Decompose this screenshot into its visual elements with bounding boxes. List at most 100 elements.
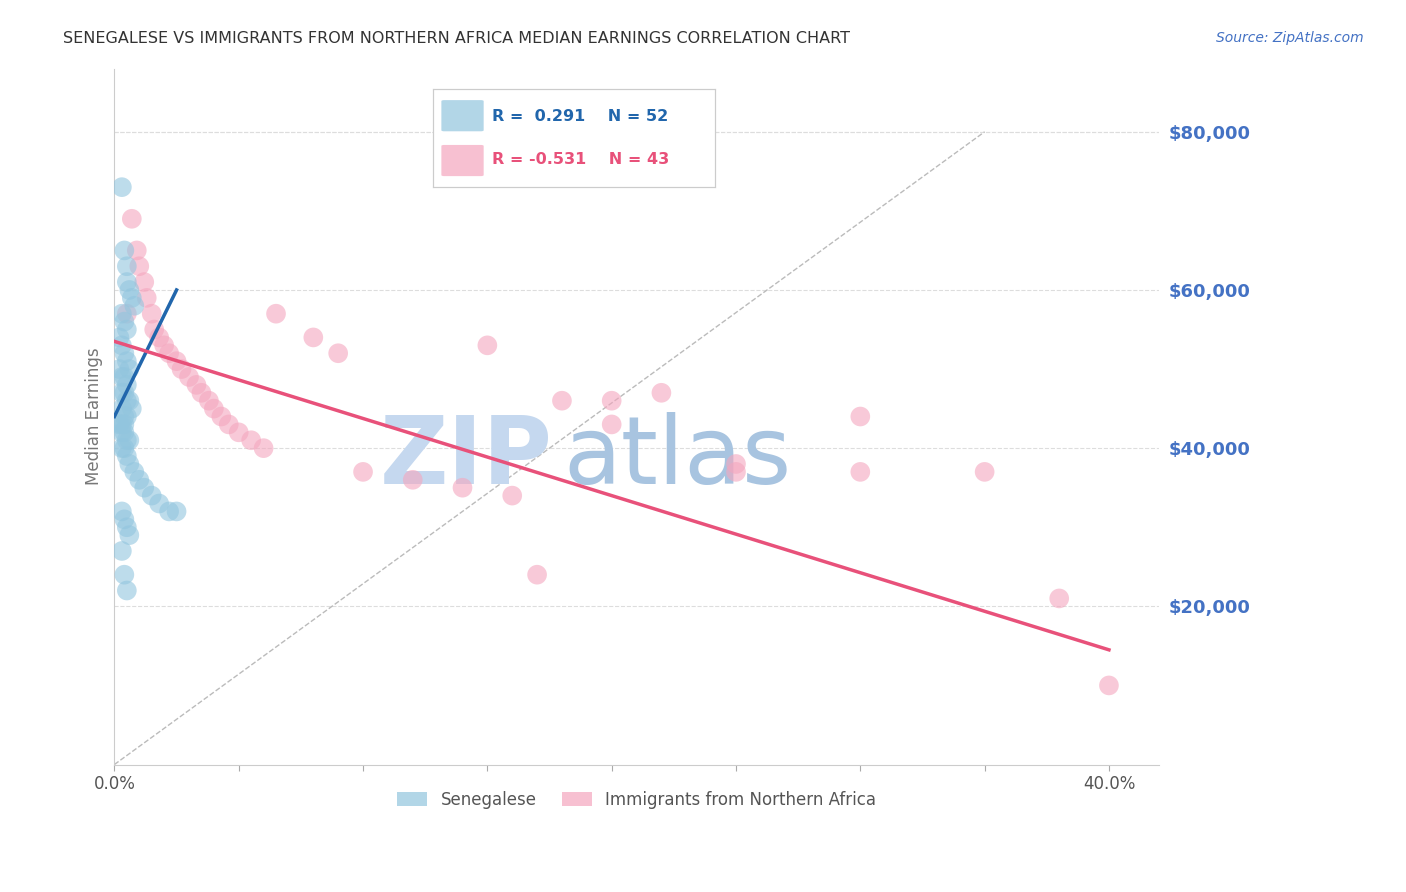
Point [600, 417, 623, 432]
Point [118, 434, 141, 448]
Text: atlas: atlas [564, 412, 792, 504]
Point [112, 409, 135, 424]
Point [849, 465, 872, 479]
Point [209, 409, 232, 424]
Point [352, 465, 374, 479]
Point [111, 441, 134, 455]
Point [477, 338, 499, 352]
Point [650, 385, 672, 400]
Point [501, 489, 523, 503]
Point [115, 434, 138, 448]
Point [134, 481, 156, 495]
Point [128, 259, 150, 273]
Point [111, 401, 134, 416]
Point [112, 425, 135, 440]
Point [302, 330, 325, 344]
Point [111, 338, 134, 352]
Point [451, 481, 474, 495]
Point [724, 457, 747, 471]
Point [124, 299, 146, 313]
Point [112, 385, 135, 400]
Point [526, 567, 548, 582]
Point [190, 385, 212, 400]
Point [108, 330, 131, 344]
Point [108, 362, 131, 376]
Point [111, 307, 134, 321]
Point [118, 457, 141, 471]
Point [202, 401, 225, 416]
Point [264, 307, 287, 321]
Point [973, 465, 995, 479]
Point [849, 409, 872, 424]
Point [124, 465, 146, 479]
Point [111, 370, 134, 384]
Point [141, 307, 163, 321]
Point [111, 180, 134, 194]
Text: ZIP: ZIP [380, 412, 553, 504]
Point [157, 504, 180, 518]
Point [125, 244, 148, 258]
Point [112, 346, 135, 360]
Point [112, 441, 135, 455]
Legend: Senegalese, Immigrants from Northern Africa: Senegalese, Immigrants from Northern Afr… [391, 784, 883, 815]
Point [111, 504, 134, 518]
Point [148, 330, 170, 344]
Point [228, 425, 250, 440]
Point [141, 489, 163, 503]
Point [252, 441, 274, 455]
Point [112, 370, 135, 384]
Point [115, 259, 138, 273]
Point [157, 346, 180, 360]
Y-axis label: Median Earnings: Median Earnings [86, 348, 103, 485]
Point [115, 449, 138, 463]
Point [128, 473, 150, 487]
Point [135, 291, 157, 305]
Point [134, 275, 156, 289]
Point [118, 362, 141, 376]
Point [118, 283, 141, 297]
Point [112, 417, 135, 432]
Point [143, 322, 166, 336]
Point [108, 417, 131, 432]
Point [148, 496, 170, 510]
Point [112, 567, 135, 582]
Text: SENEGALESE VS IMMIGRANTS FROM NORTHERN AFRICA MEDIAN EARNINGS CORRELATION CHART: SENEGALESE VS IMMIGRANTS FROM NORTHERN A… [63, 31, 851, 46]
Point [240, 434, 263, 448]
Point [328, 346, 350, 360]
Point [111, 544, 134, 558]
Point [115, 322, 138, 336]
Point [724, 465, 747, 479]
Point [115, 520, 138, 534]
Point [166, 504, 188, 518]
Point [551, 393, 574, 408]
Point [115, 393, 138, 408]
Point [112, 315, 135, 329]
Point [118, 528, 141, 542]
Point [115, 307, 138, 321]
Point [177, 370, 200, 384]
Point [115, 409, 138, 424]
Point [112, 244, 135, 258]
Point [115, 583, 138, 598]
Point [115, 275, 138, 289]
Point [1047, 591, 1070, 606]
Point [112, 512, 135, 526]
Point [111, 425, 134, 440]
Point [121, 401, 143, 416]
Point [115, 354, 138, 368]
Point [153, 338, 176, 352]
Point [186, 377, 208, 392]
Point [1098, 678, 1121, 692]
Point [170, 362, 193, 376]
Point [115, 377, 138, 392]
Point [118, 393, 141, 408]
Point [218, 417, 240, 432]
Point [600, 393, 623, 408]
Point [121, 291, 143, 305]
Point [111, 417, 134, 432]
Point [198, 393, 221, 408]
Point [121, 211, 143, 226]
Text: Source: ZipAtlas.com: Source: ZipAtlas.com [1216, 31, 1364, 45]
Point [402, 473, 425, 487]
Point [111, 385, 134, 400]
